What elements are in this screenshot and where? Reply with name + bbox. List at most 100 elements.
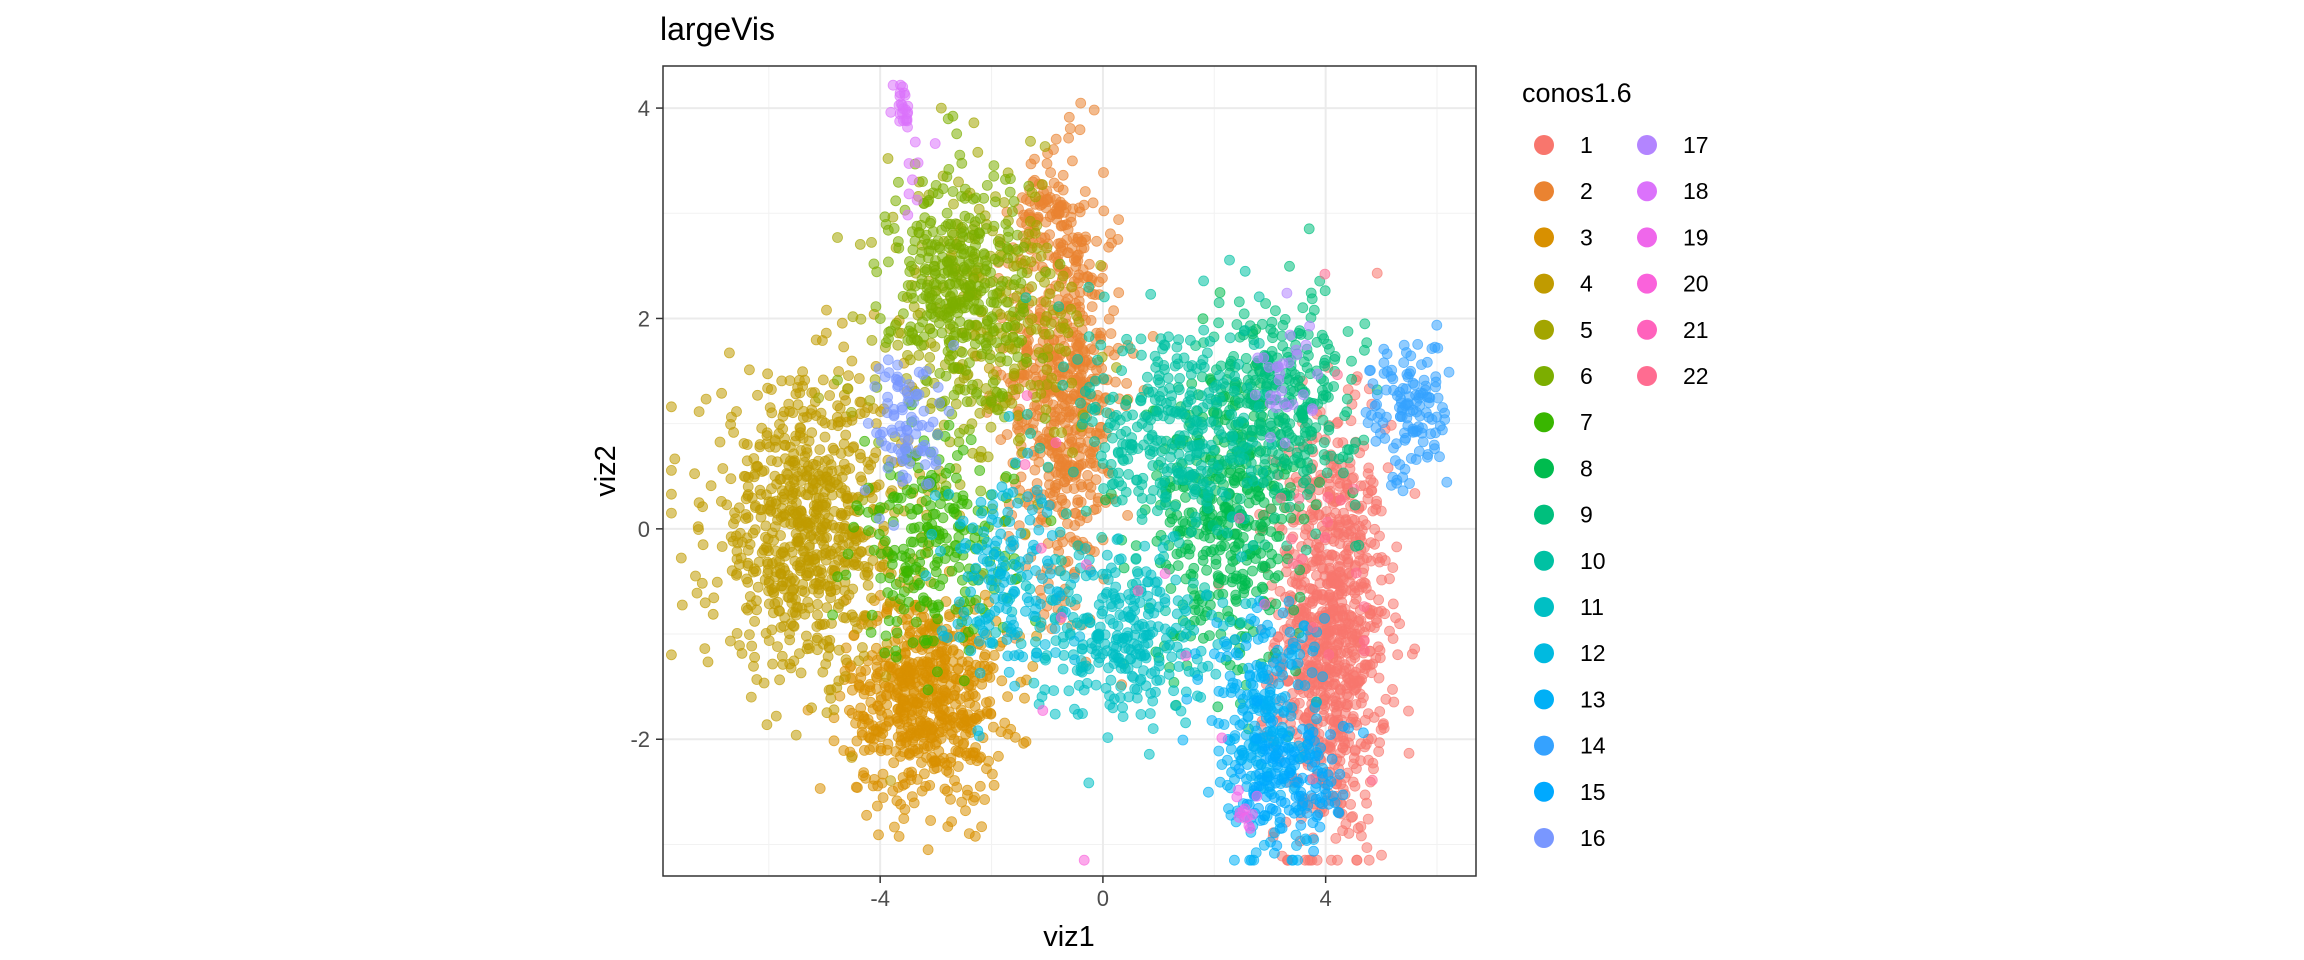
data-point [1260, 516, 1271, 528]
data-point [1284, 501, 1296, 513]
data-point [959, 192, 971, 204]
data-point [829, 505, 840, 517]
data-point [1150, 361, 1162, 373]
data-point [1376, 849, 1387, 861]
data-point [937, 722, 949, 734]
data-point [985, 708, 997, 720]
data-point [1000, 334, 1012, 346]
data-point [1306, 293, 1318, 305]
data-point [1074, 206, 1086, 218]
data-point [1121, 333, 1132, 345]
data-point [941, 207, 953, 219]
data-point [783, 398, 795, 410]
data-point [935, 102, 947, 114]
data-point [940, 370, 952, 382]
data-point [1090, 375, 1101, 387]
data-point [1198, 324, 1210, 336]
data-point [924, 780, 936, 791]
data-point [1302, 457, 1313, 469]
data-point [1321, 549, 1333, 560]
data-point [924, 351, 936, 363]
data-point [784, 375, 796, 387]
data-point [982, 315, 994, 327]
data-point [775, 568, 787, 580]
data-point [843, 370, 854, 382]
data-point [812, 609, 823, 621]
data-point [891, 616, 903, 627]
data-point [1340, 818, 1352, 830]
data-point [1328, 381, 1339, 392]
data-point [769, 521, 781, 533]
data-point [728, 518, 739, 529]
data-point [917, 176, 928, 187]
data-point [816, 535, 827, 546]
data-point [1247, 540, 1259, 551]
data-point [1164, 516, 1176, 528]
data-point [1174, 437, 1186, 449]
data-point [966, 286, 978, 298]
data-point [833, 644, 845, 656]
data-point [1108, 478, 1119, 490]
data-point [1029, 464, 1041, 476]
data-point [944, 462, 956, 474]
data-point [1387, 562, 1399, 573]
data-point [865, 696, 877, 708]
data-point [1247, 565, 1258, 577]
data-point [904, 548, 916, 559]
data-point [946, 227, 958, 239]
data-point [1295, 408, 1307, 420]
data-point [892, 339, 904, 351]
data-point [890, 195, 902, 207]
points [666, 79, 1455, 866]
data-point [954, 149, 966, 161]
data-point [932, 666, 943, 678]
data-point [819, 618, 830, 630]
data-point [1228, 385, 1240, 397]
data-point [903, 596, 915, 608]
data-point [883, 256, 894, 268]
data-point [1185, 334, 1196, 346]
data-point [1298, 513, 1310, 525]
data-point [1409, 488, 1421, 499]
data-point [823, 684, 835, 696]
data-point [792, 507, 804, 519]
data-point [893, 831, 905, 842]
data-point [1197, 313, 1209, 325]
data-point [786, 493, 798, 505]
data-point [952, 761, 964, 772]
data-point [985, 421, 997, 433]
data-point [756, 504, 767, 516]
data-point [1301, 712, 1312, 724]
data-point [1214, 287, 1226, 298]
data-point [1348, 472, 1359, 484]
data-point [1368, 712, 1380, 723]
data-point [1317, 414, 1329, 426]
data-point [1363, 462, 1375, 474]
data-point [947, 110, 959, 122]
data-point [976, 395, 987, 407]
data-point [976, 821, 987, 833]
data-point [948, 330, 960, 342]
data-point [879, 211, 891, 223]
data-point [983, 755, 994, 767]
data-point [794, 430, 806, 441]
data-point [1002, 691, 1013, 702]
data-point [707, 608, 719, 620]
data-point [1009, 320, 1021, 331]
data-point [774, 555, 785, 567]
data-point [789, 483, 800, 494]
data-point [814, 783, 826, 794]
data-point [968, 117, 980, 129]
data-point [1357, 515, 1369, 526]
data-point [1034, 442, 1046, 454]
data-point [1374, 556, 1385, 568]
data-point [873, 829, 884, 841]
data-point [1057, 169, 1069, 181]
data-point [1044, 288, 1056, 300]
data-point [846, 752, 858, 763]
data-point [1056, 427, 1067, 439]
data-point [1057, 270, 1069, 282]
data-point [766, 496, 777, 508]
data-point [904, 266, 916, 278]
